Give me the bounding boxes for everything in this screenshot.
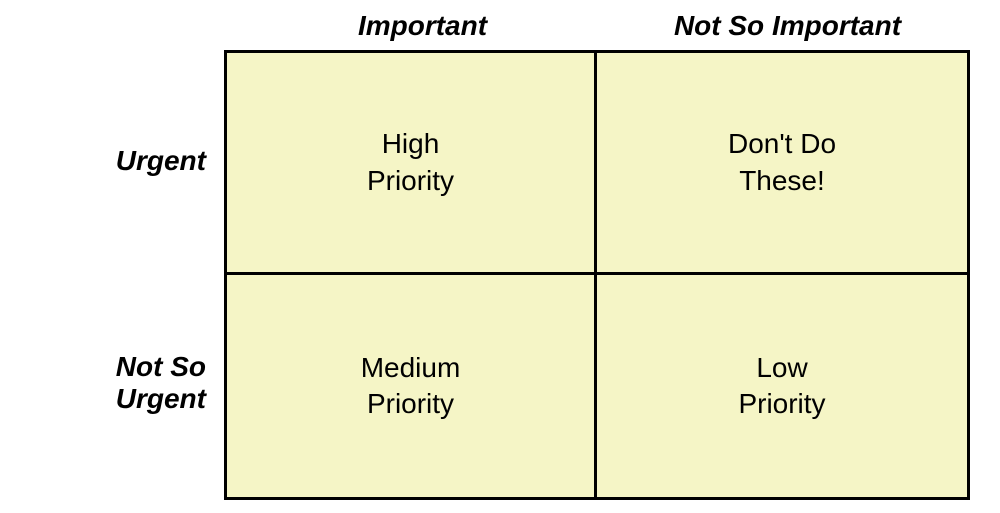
cell-medium-priority: Medium Priority [227, 275, 597, 497]
row-header-not-urgent: Not So Urgent [30, 272, 224, 494]
row-header-urgent: Urgent [30, 50, 224, 272]
priority-matrix-container: Important Not So Important Urgent Not So… [30, 10, 970, 500]
col-header-important: Important [240, 10, 605, 50]
column-headers: Important Not So Important [240, 10, 970, 50]
priority-matrix-grid: High Priority Don't Do These! Medium Pri… [224, 50, 970, 500]
row-headers: Urgent Not So Urgent [30, 50, 224, 500]
cell-dont-do: Don't Do These! [597, 53, 967, 275]
cell-high-priority: High Priority [227, 53, 597, 275]
grid-wrapper: Urgent Not So Urgent High Priority Don't… [30, 50, 970, 500]
col-header-not-important: Not So Important [605, 10, 970, 50]
cell-low-priority: Low Priority [597, 275, 967, 497]
